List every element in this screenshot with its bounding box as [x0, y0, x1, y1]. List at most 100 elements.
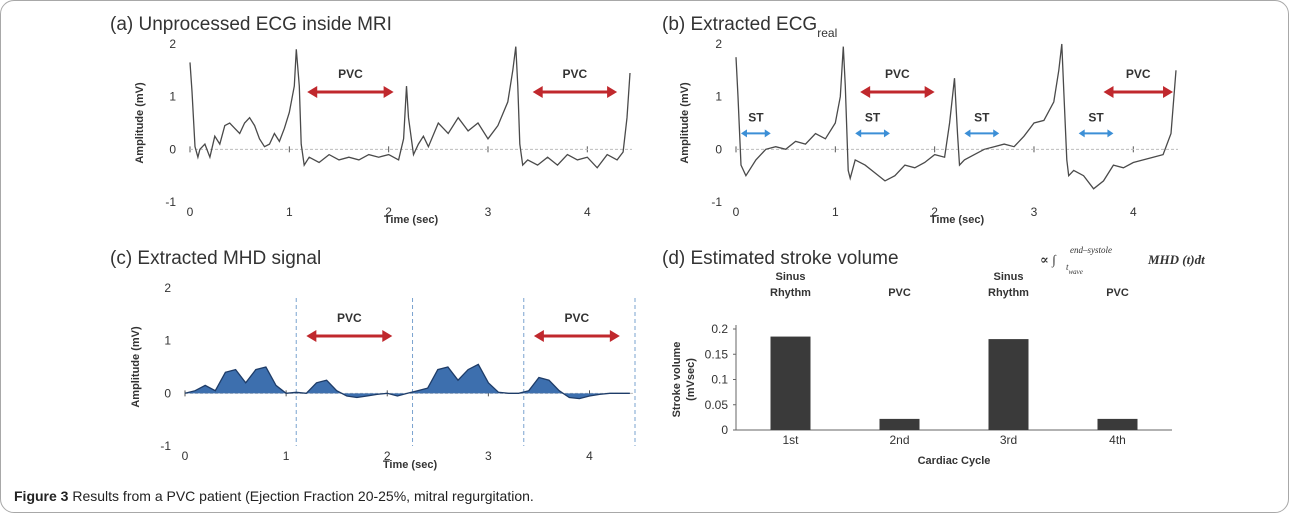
formula-lower-limit: twave	[1066, 262, 1083, 276]
stroke-volume-bar	[1098, 419, 1138, 430]
pvc-label: PVC	[338, 67, 363, 81]
x-tick-label: 3	[1031, 205, 1038, 219]
x-axis-label: Cardiac Cycle	[918, 455, 991, 467]
caption-text: Results from a PVC patient (Ejection Fra…	[68, 488, 533, 504]
y-axis-label: Stroke volume	[671, 342, 683, 418]
x-tick-label: 4	[1130, 205, 1137, 219]
y-tick-label: 1	[715, 90, 722, 104]
y-tick-label: 0.2	[711, 322, 728, 336]
bar-header-line2: Rhythm	[770, 287, 811, 299]
pvc-label: PVC	[337, 311, 362, 325]
bar-header: PVC	[1106, 287, 1129, 299]
y-axis-label: Amplitude (mV)	[130, 326, 142, 408]
pvc-arrow-head-left	[307, 86, 317, 98]
st-arrow-head-left	[741, 129, 747, 137]
y-tick-label: 0	[715, 142, 722, 156]
formula-upper-limit: end–systole	[1070, 245, 1112, 255]
panel-a-title: (a) Unprocessed ECG inside MRI	[110, 14, 392, 35]
y-tick-label: 2	[164, 281, 171, 295]
y-tick-label: 0.15	[705, 347, 729, 361]
st-label: ST	[974, 110, 990, 124]
st-arrow-head-right	[993, 129, 999, 137]
pvc-label: PVC	[1126, 67, 1151, 81]
panel-c-title: (c) Extracted MHD signal	[110, 248, 321, 269]
bar-header-line2: Rhythm	[988, 287, 1029, 299]
y-axis-label: Amplitude (mV)	[679, 82, 691, 164]
pvc-arrow-head-left	[306, 330, 316, 342]
y-tick-label: 0.05	[705, 398, 729, 412]
pvc-label: PVC	[885, 67, 910, 81]
st-arrow-head-left	[1079, 129, 1085, 137]
y-tick-label: 2	[169, 37, 176, 51]
y-tick-label: 0	[169, 142, 176, 156]
st-arrow-head-right	[1107, 129, 1113, 137]
st-label: ST	[1088, 110, 1104, 124]
panel-c: (c) Extracted MHD signal -1 0 1 2 0 1 2 3 4 Time (…	[110, 248, 635, 471]
x-tick-label: 1	[286, 205, 293, 219]
x-tick-label: 0	[733, 205, 740, 219]
y-tick-label: 1	[164, 334, 171, 348]
y-tick-label: 0	[164, 386, 171, 400]
bar-header: PVC	[888, 287, 911, 299]
pvc-arrow-head-left	[533, 86, 543, 98]
pvc-arrow-head-left	[1104, 86, 1114, 98]
x-tick-label: 0	[187, 205, 194, 219]
caption-label: Figure 3	[14, 488, 68, 504]
x-tick-label: 3rd	[1000, 433, 1017, 447]
x-tick-label: 1st	[782, 433, 799, 447]
st-arrow-head-right	[884, 129, 890, 137]
x-tick-label: 4th	[1109, 433, 1126, 447]
formula-lower-subscript: wave	[1069, 268, 1083, 276]
y-tick-label: 2	[715, 37, 722, 51]
bar-header-line1: Sinus	[776, 271, 806, 283]
stroke-volume-bar	[771, 337, 811, 430]
pvc-arrow-head-right	[382, 330, 392, 342]
bar-header-line1: Sinus	[994, 271, 1024, 283]
pvc-arrow-head-left	[860, 86, 870, 98]
y-tick-label: -1	[711, 195, 722, 209]
x-axis-label: Time (sec)	[383, 459, 438, 471]
y-tick-label: -1	[165, 195, 176, 209]
x-tick-label: 3	[485, 205, 492, 219]
panel-d-title: (d) Estimated stroke volume	[662, 248, 899, 269]
x-axis-label: Time (sec)	[384, 214, 439, 226]
formula-symbol: ∝ ∫	[1040, 252, 1057, 268]
pvc-arrow-head-right	[1163, 86, 1173, 98]
st-label: ST	[865, 110, 881, 124]
pvc-arrow-head-right	[925, 86, 935, 98]
pvc-label: PVC	[565, 311, 590, 325]
x-tick-label: 2nd	[889, 433, 909, 447]
panel-d: (d) Estimated stroke volume ∝ ∫ end–systol…	[662, 245, 1205, 467]
x-tick-label: 3	[485, 449, 492, 463]
x-axis-label: Time (sec)	[930, 214, 985, 226]
x-tick-label: 4	[586, 449, 593, 463]
st-label: ST	[748, 110, 764, 124]
x-tick-label: 0	[182, 449, 189, 463]
pvc-arrow-head-left	[534, 330, 544, 342]
x-tick-label: 1	[832, 205, 839, 219]
panel-b-title: (b) Extracted ECGreal	[662, 14, 837, 40]
x-tick-label: 1	[283, 449, 290, 463]
panel-b: (b) Extracted ECGreal -1 0 1 2 0 1 2 3 4 Time (sec…	[662, 14, 1178, 226]
y-tick-label: 1	[169, 90, 176, 104]
y-axis-label: Amplitude (mV)	[134, 82, 146, 164]
pvc-arrow-head-right	[610, 330, 620, 342]
panel-b-title-subscript: real	[817, 26, 837, 40]
stroke-volume-bar	[989, 339, 1029, 430]
formula-integrand: MHD (t)dt	[1147, 252, 1205, 267]
ecg-signal-line	[736, 44, 1176, 189]
x-tick-label: 4	[584, 205, 591, 219]
panel-a: (a) Unprocessed ECG inside MRI-10120 1 2 3 4…	[110, 14, 632, 226]
st-arrow-head-right	[765, 129, 771, 137]
pvc-arrow-head-right	[384, 86, 394, 98]
y-tick-label: 0	[721, 423, 728, 437]
st-arrow-head-left	[964, 129, 970, 137]
pvc-label: PVC	[563, 67, 588, 81]
y-tick-label: -1	[160, 439, 171, 453]
y-tick-label: 0.1	[711, 373, 728, 387]
stroke-volume-bar	[880, 419, 920, 430]
pvc-arrow-head-right	[607, 86, 617, 98]
figure-caption: Figure 3 Results from a PVC patient (Eje…	[14, 488, 534, 504]
y-axis-unit: (mVsec)	[685, 358, 697, 401]
